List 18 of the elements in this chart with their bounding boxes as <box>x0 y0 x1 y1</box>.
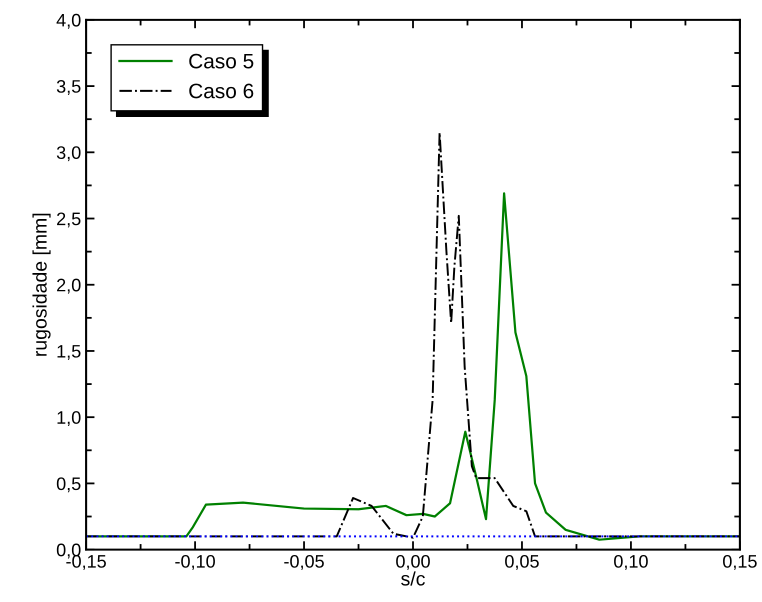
x-tick-label: 0,05 <box>505 554 539 570</box>
y-tick-label: 4,0 <box>56 14 81 29</box>
x-tick-label: 0,00 <box>396 554 430 570</box>
y-axis-title: rugosidade [mm] <box>32 214 51 356</box>
x-tick-label: -0,10 <box>175 554 215 570</box>
x-axis-title: s/c <box>401 571 425 586</box>
y-tick-label: 1,5 <box>58 345 80 360</box>
y-tick-label: 1,0 <box>58 411 81 426</box>
legend-label: Caso 5 <box>189 54 254 68</box>
y-tick-label: 3,0 <box>56 146 81 162</box>
y-tick-label: 2,5 <box>57 212 80 228</box>
y-tick-label: 3,5 <box>56 80 80 95</box>
y-tick-label: 0,5 <box>56 477 80 492</box>
x-tick-label: 0,10 <box>614 554 648 570</box>
x-tick-label: -0,05 <box>284 554 324 570</box>
legend-label: Caso 6 <box>189 84 254 98</box>
y-tick-label: 2,0 <box>57 278 81 294</box>
x-tick-label: 0,15 <box>723 554 757 570</box>
